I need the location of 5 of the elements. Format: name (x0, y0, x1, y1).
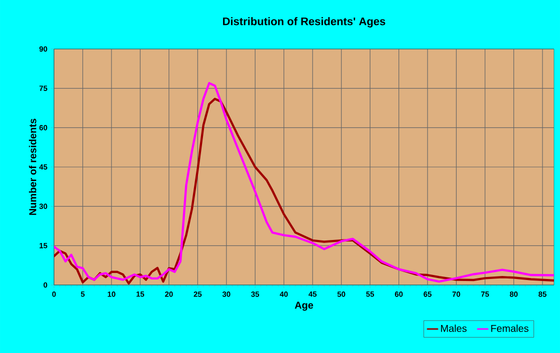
legend-label: Females (491, 324, 528, 332)
y-axis-title: Number of residents (28, 118, 36, 215)
x-axis-title: Age (294, 302, 314, 311)
chart-title: Distribution of Residents' Ages (223, 17, 386, 28)
legend-label: Males (441, 324, 467, 332)
